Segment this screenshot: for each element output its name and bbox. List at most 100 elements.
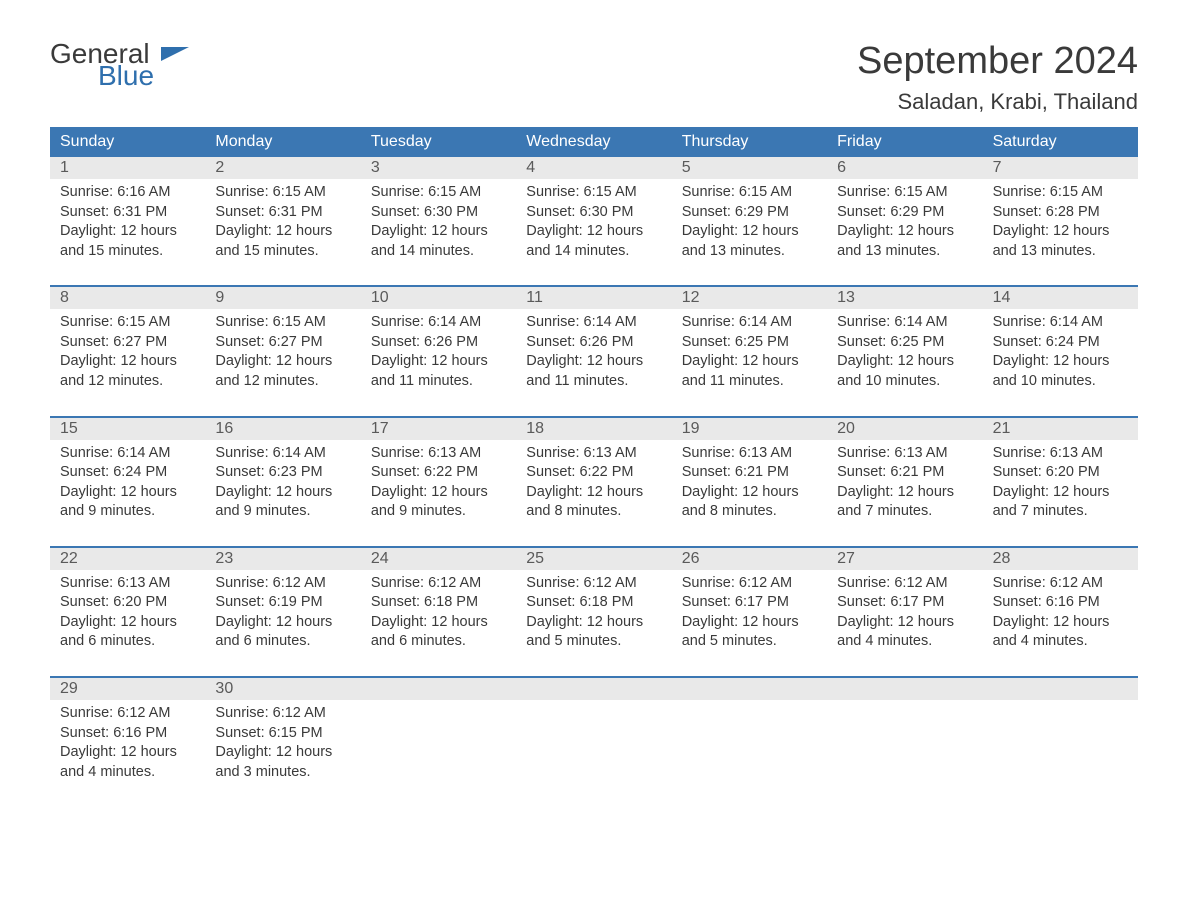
sunrise-text: Sunrise: 6:13 AM [837,444,972,464]
sunset-text: Sunset: 6:25 PM [837,333,972,353]
day-number: 28 [983,548,1138,570]
daylight-text: and 14 minutes. [371,242,506,262]
sunset-text: Sunset: 6:29 PM [682,203,817,223]
day-data-row: Sunrise: 6:12 AMSunset: 6:16 PM Daylight:… [50,700,1138,788]
daylight-text: and 5 minutes. [682,632,817,652]
day-cell: Sunrise: 6:14 AMSunset: 6:23 PMDaylight:… [205,440,360,528]
day-number-row: 891011121314 [50,285,1138,309]
sunrise-text: Sunrise: 6:15 AM [60,313,195,333]
day-number: 7 [983,157,1138,179]
daylight-text: Daylight: 12 hours [993,613,1128,633]
daylight-text: and 9 minutes. [371,502,506,522]
sunrise-text: Sunrise: 6:14 AM [993,313,1128,333]
sunrise-text: Sunrise: 6:15 AM [682,183,817,203]
dow-sunday: Sunday [50,127,205,157]
day-cell: Sunrise: 6:13 AMSunset: 6:21 PMDaylight:… [827,440,982,528]
sunrise-text: Sunrise: 6:13 AM [371,444,506,464]
day-number: 23 [205,548,360,570]
day-number-row: 22232425262728 [50,546,1138,570]
day-number: 30 [205,678,360,700]
sunrise-text: Sunrise: 6:15 AM [371,183,506,203]
sunrise-text: Sunrise: 6:15 AM [215,183,350,203]
daylight-text: and 11 minutes. [526,372,661,392]
day-number [827,678,982,700]
daylight-text: Daylight: 12 hours [526,483,661,503]
sunset-text: Sunset: 6:20 PM [993,463,1128,483]
sunset-text: Sunset: 6:16 PM [60,724,195,744]
sunrise-text: Sunrise: 6:12 AM [371,574,506,594]
day-number: 27 [827,548,982,570]
day-cell [516,700,671,788]
daylight-text: and 11 minutes. [682,372,817,392]
logo: General Blue [50,40,189,90]
daylight-text: Daylight: 12 hours [371,613,506,633]
day-number: 19 [672,418,827,440]
day-number: 1 [50,157,205,179]
sunset-text: Sunset: 6:17 PM [682,593,817,613]
sunset-text: Sunset: 6:16 PM [993,593,1128,613]
sunrise-text: Sunrise: 6:12 AM [682,574,817,594]
daylight-text: and 13 minutes. [682,242,817,262]
day-number: 18 [516,418,671,440]
day-cell: Sunrise: 6:12 AMSunset: 6:16 PMDaylight:… [50,700,205,788]
day-cell: Sunrise: 6:13 AMSunset: 6:22 PMDaylight:… [361,440,516,528]
header: General Blue September 2024 Saladan, Kra… [50,40,1138,115]
daylight-text: and 8 minutes. [526,502,661,522]
logo-text-blue: Blue [98,62,189,90]
week-block: 22232425262728Sunrise: 6:13 AMSunset: 6:… [50,546,1138,658]
day-cell [827,700,982,788]
sunrise-text: Sunrise: 6:12 AM [526,574,661,594]
daylight-text: Daylight: 12 hours [215,613,350,633]
sunrise-text: Sunrise: 6:15 AM [215,313,350,333]
daylight-text: Daylight: 12 hours [837,352,972,372]
day-data-row: Sunrise: 6:16 AMSunset: 6:31 PMDaylight:… [50,179,1138,267]
day-data-row: Sunrise: 6:15 AMSunset: 6:27 PMDaylight:… [50,309,1138,397]
sunset-text: Sunset: 6:20 PM [60,593,195,613]
sunset-text: Sunset: 6:25 PM [682,333,817,353]
day-cell: Sunrise: 6:14 AMSunset: 6:26 PMDaylight:… [361,309,516,397]
daylight-text: Daylight: 12 hours [682,352,817,372]
day-cell: Sunrise: 6:14 AMSunset: 6:24 PMDaylight:… [983,309,1138,397]
daylight-text: Daylight: 12 hours [215,483,350,503]
sunrise-text: Sunrise: 6:12 AM [60,704,195,724]
daylight-text: Daylight: 12 hours [215,743,350,763]
day-cell: Sunrise: 6:15 AMSunset: 6:28 PMDaylight:… [983,179,1138,267]
day-of-week-header: Sunday Monday Tuesday Wednesday Thursday… [50,127,1138,157]
sunset-text: Sunset: 6:26 PM [526,333,661,353]
day-number: 17 [361,418,516,440]
day-cell [672,700,827,788]
sunset-text: Sunset: 6:26 PM [371,333,506,353]
weeks-container: 1234567Sunrise: 6:16 AMSunset: 6:31 PMDa… [50,157,1138,788]
sunset-text: Sunset: 6:24 PM [993,333,1128,353]
sunrise-text: Sunrise: 6:12 AM [215,574,350,594]
daylight-text: and 9 minutes. [60,502,195,522]
daylight-text: and 4 minutes. [837,632,972,652]
sunset-text: Sunset: 6:21 PM [682,463,817,483]
day-cell: Sunrise: 6:12 AMSunset: 6:17 PMDaylight:… [827,570,982,658]
daylight-text: Daylight: 12 hours [371,483,506,503]
calendar: Sunday Monday Tuesday Wednesday Thursday… [50,127,1138,788]
day-number: 16 [205,418,360,440]
sunset-text: Sunset: 6:30 PM [526,203,661,223]
daylight-text: and 7 minutes. [837,502,972,522]
sunrise-text: Sunrise: 6:14 AM [60,444,195,464]
sunset-text: Sunset: 6:27 PM [215,333,350,353]
daylight-text: and 5 minutes. [526,632,661,652]
daylight-text: and 6 minutes. [60,632,195,652]
day-number: 13 [827,287,982,309]
day-cell: Sunrise: 6:15 AMSunset: 6:30 PMDaylight:… [361,179,516,267]
daylight-text: Daylight: 12 hours [682,613,817,633]
day-number: 24 [361,548,516,570]
day-cell: Sunrise: 6:14 AMSunset: 6:24 PMDaylight:… [50,440,205,528]
dow-tuesday: Tuesday [361,127,516,157]
dow-friday: Friday [827,127,982,157]
daylight-text: Daylight: 12 hours [60,222,195,242]
daylight-text: Daylight: 12 hours [526,613,661,633]
daylight-text: Daylight: 12 hours [526,222,661,242]
sunrise-text: Sunrise: 6:14 AM [682,313,817,333]
day-number: 21 [983,418,1138,440]
sunset-text: Sunset: 6:15 PM [215,724,350,744]
day-cell: Sunrise: 6:15 AMSunset: 6:30 PMDaylight:… [516,179,671,267]
daylight-text: and 9 minutes. [215,502,350,522]
day-cell: Sunrise: 6:13 AMSunset: 6:21 PMDaylight:… [672,440,827,528]
